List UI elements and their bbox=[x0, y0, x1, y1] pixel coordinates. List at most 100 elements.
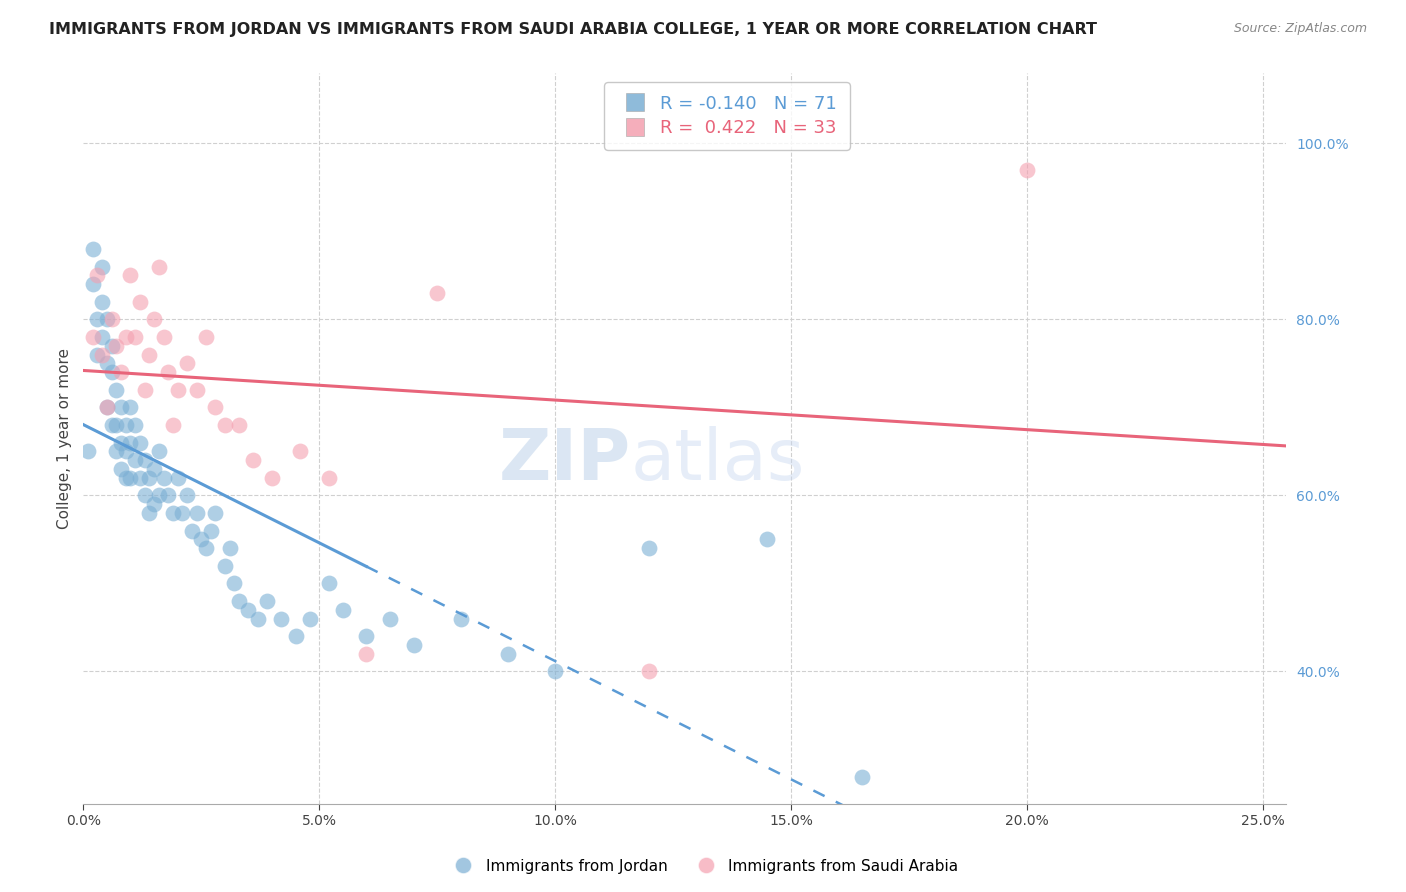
Point bbox=[152, 330, 174, 344]
Point bbox=[186, 506, 208, 520]
Point bbox=[114, 418, 136, 433]
Point bbox=[148, 444, 170, 458]
Point bbox=[100, 418, 122, 433]
Point bbox=[138, 348, 160, 362]
Point bbox=[110, 435, 132, 450]
Point bbox=[86, 348, 108, 362]
Point bbox=[143, 462, 166, 476]
Point bbox=[218, 541, 240, 556]
Point bbox=[157, 488, 180, 502]
Point bbox=[200, 524, 222, 538]
Point bbox=[402, 638, 425, 652]
Point bbox=[214, 418, 236, 433]
Point bbox=[110, 462, 132, 476]
Point bbox=[82, 277, 104, 292]
Point bbox=[82, 330, 104, 344]
Point bbox=[100, 365, 122, 379]
Point bbox=[96, 312, 118, 326]
Point bbox=[100, 312, 122, 326]
Point bbox=[91, 348, 114, 362]
Point bbox=[166, 471, 188, 485]
Point bbox=[86, 312, 108, 326]
Point bbox=[224, 576, 246, 591]
Point bbox=[166, 383, 188, 397]
Point bbox=[270, 612, 292, 626]
Point bbox=[284, 629, 307, 643]
Legend: R = -0.140   N = 71, R =  0.422   N = 33: R = -0.140 N = 71, R = 0.422 N = 33 bbox=[605, 82, 849, 150]
Point bbox=[228, 418, 250, 433]
Point bbox=[176, 488, 198, 502]
Point bbox=[356, 647, 378, 661]
Point bbox=[260, 471, 283, 485]
Point bbox=[143, 312, 166, 326]
Point bbox=[96, 401, 118, 415]
Point bbox=[120, 471, 142, 485]
Legend: Immigrants from Jordan, Immigrants from Saudi Arabia: Immigrants from Jordan, Immigrants from … bbox=[441, 853, 965, 880]
Point bbox=[114, 444, 136, 458]
Point bbox=[638, 541, 661, 556]
Point bbox=[242, 453, 264, 467]
Point bbox=[176, 356, 198, 370]
Point bbox=[162, 418, 184, 433]
Point bbox=[105, 444, 128, 458]
Point bbox=[246, 612, 269, 626]
Point bbox=[105, 418, 128, 433]
Point bbox=[124, 418, 146, 433]
Point bbox=[450, 612, 472, 626]
Point bbox=[120, 268, 142, 283]
Point bbox=[496, 647, 519, 661]
Y-axis label: College, 1 year or more: College, 1 year or more bbox=[58, 348, 72, 529]
Point bbox=[148, 260, 170, 274]
Point bbox=[180, 524, 202, 538]
Point bbox=[290, 444, 312, 458]
Text: ZIP: ZIP bbox=[499, 425, 631, 495]
Point bbox=[238, 603, 260, 617]
Point bbox=[105, 383, 128, 397]
Point bbox=[228, 594, 250, 608]
Point bbox=[851, 770, 873, 784]
Point bbox=[190, 533, 212, 547]
Point bbox=[426, 286, 449, 301]
Point bbox=[120, 401, 142, 415]
Point bbox=[204, 506, 226, 520]
Point bbox=[214, 558, 236, 573]
Point bbox=[138, 506, 160, 520]
Point bbox=[157, 365, 180, 379]
Point bbox=[124, 330, 146, 344]
Point bbox=[129, 435, 152, 450]
Point bbox=[134, 488, 156, 502]
Point bbox=[256, 594, 278, 608]
Point bbox=[120, 435, 142, 450]
Point bbox=[318, 471, 340, 485]
Point bbox=[143, 497, 166, 511]
Point bbox=[318, 576, 340, 591]
Point bbox=[100, 339, 122, 353]
Point bbox=[110, 365, 132, 379]
Point bbox=[114, 471, 136, 485]
Point bbox=[186, 383, 208, 397]
Point bbox=[114, 330, 136, 344]
Point bbox=[86, 268, 108, 283]
Point bbox=[1015, 162, 1038, 177]
Point bbox=[162, 506, 184, 520]
Point bbox=[91, 330, 114, 344]
Point bbox=[332, 603, 354, 617]
Point bbox=[356, 629, 378, 643]
Point bbox=[91, 294, 114, 309]
Point bbox=[152, 471, 174, 485]
Text: Source: ZipAtlas.com: Source: ZipAtlas.com bbox=[1233, 22, 1367, 36]
Point bbox=[756, 533, 779, 547]
Point bbox=[204, 401, 226, 415]
Point bbox=[148, 488, 170, 502]
Point bbox=[124, 453, 146, 467]
Point bbox=[105, 339, 128, 353]
Point bbox=[129, 294, 152, 309]
Point bbox=[134, 383, 156, 397]
Point bbox=[172, 506, 194, 520]
Point bbox=[298, 612, 321, 626]
Text: atlas: atlas bbox=[631, 425, 806, 495]
Point bbox=[638, 665, 661, 679]
Point bbox=[77, 444, 100, 458]
Point bbox=[129, 471, 152, 485]
Point bbox=[96, 401, 118, 415]
